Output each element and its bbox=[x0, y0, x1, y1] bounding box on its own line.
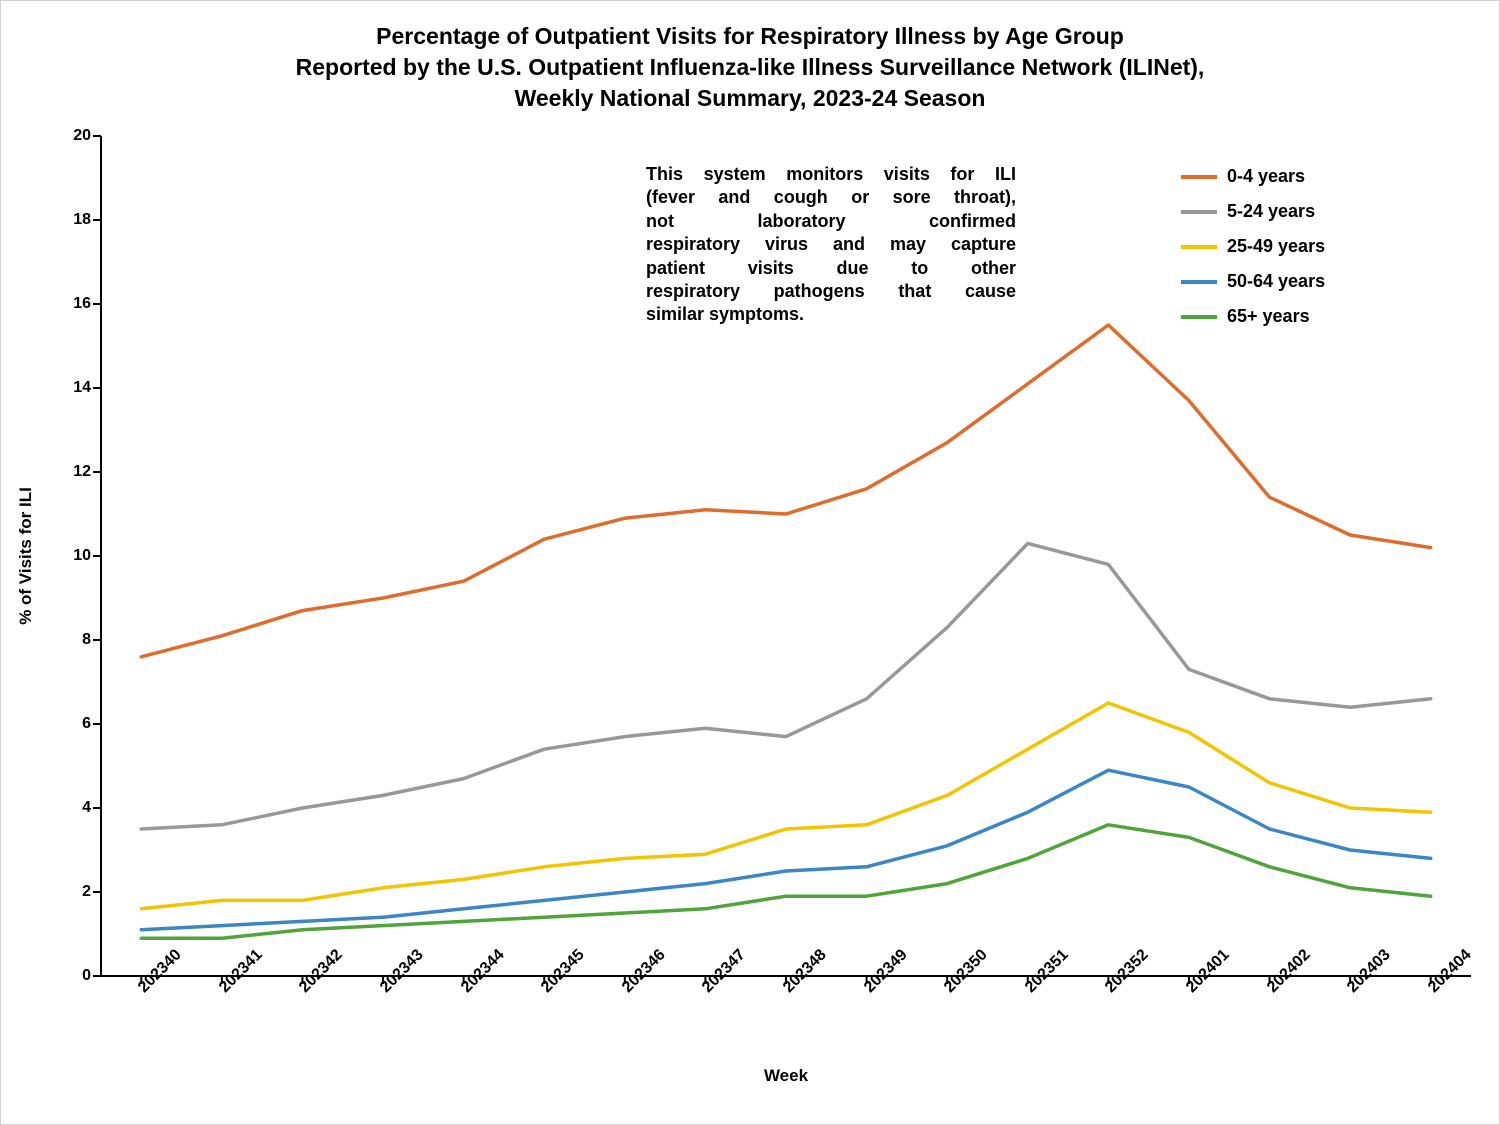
legend-swatch bbox=[1181, 210, 1217, 214]
y-tick-label: 0 bbox=[82, 967, 101, 985]
legend-item: 25-49 years bbox=[1181, 236, 1325, 257]
chart-container: Percentage of Outpatient Visits for Resp… bbox=[0, 0, 1500, 1125]
y-tick-label: 12 bbox=[73, 463, 101, 481]
legend-label: 50-64 years bbox=[1227, 271, 1325, 292]
y-tick-label: 20 bbox=[73, 127, 101, 145]
note-line: This system monitors visits for ILI bbox=[646, 163, 1016, 186]
note-line: (fever and cough or sore throat), bbox=[646, 186, 1016, 209]
y-tick-label: 2 bbox=[82, 883, 101, 901]
note-line: patient visits due to other bbox=[646, 257, 1016, 280]
legend-swatch bbox=[1181, 280, 1217, 284]
disclaimer-note: This system monitors visits for ILI(feve… bbox=[646, 163, 1016, 327]
series-line bbox=[141, 543, 1430, 829]
legend-item: 0-4 years bbox=[1181, 166, 1325, 187]
legend-item: 65+ years bbox=[1181, 306, 1325, 327]
chart-title: Percentage of Outpatient Visits for Resp… bbox=[1, 21, 1499, 114]
y-axis-label: % of Visits for ILI bbox=[16, 487, 36, 625]
legend-label: 25-49 years bbox=[1227, 236, 1325, 257]
legend-label: 65+ years bbox=[1227, 306, 1310, 327]
y-tick-label: 16 bbox=[73, 295, 101, 313]
y-tick-label: 6 bbox=[82, 715, 101, 733]
series-line bbox=[141, 325, 1430, 657]
note-line: respiratory pathogens that cause bbox=[646, 280, 1016, 303]
legend: 0-4 years 5-24 years 25-49 years 50-64 year… bbox=[1181, 166, 1325, 341]
legend-item: 5-24 years bbox=[1181, 201, 1325, 222]
y-tick-label: 8 bbox=[82, 631, 101, 649]
y-tick-label: 10 bbox=[73, 547, 101, 565]
legend-swatch bbox=[1181, 245, 1217, 249]
legend-item: 50-64 years bbox=[1181, 271, 1325, 292]
chart-title-line: Weekly National Summary, 2023-24 Season bbox=[1, 83, 1499, 114]
y-tick-label: 14 bbox=[73, 379, 101, 397]
note-line: not laboratory confirmed bbox=[646, 210, 1016, 233]
legend-label: 5-24 years bbox=[1227, 201, 1315, 222]
series-line bbox=[141, 703, 1430, 909]
chart-title-line: Percentage of Outpatient Visits for Resp… bbox=[1, 21, 1499, 52]
x-axis-label: Week bbox=[101, 1066, 1471, 1086]
note-line: similar symptoms. bbox=[646, 303, 1016, 326]
chart-title-line: Reported by the U.S. Outpatient Influenz… bbox=[1, 52, 1499, 83]
legend-swatch bbox=[1181, 175, 1217, 179]
y-tick-label: 4 bbox=[82, 799, 101, 817]
series-line bbox=[141, 770, 1430, 930]
note-line: respiratory virus and may capture bbox=[646, 233, 1016, 256]
legend-label: 0-4 years bbox=[1227, 166, 1305, 187]
y-tick-label: 18 bbox=[73, 211, 101, 229]
legend-swatch bbox=[1181, 315, 1217, 319]
